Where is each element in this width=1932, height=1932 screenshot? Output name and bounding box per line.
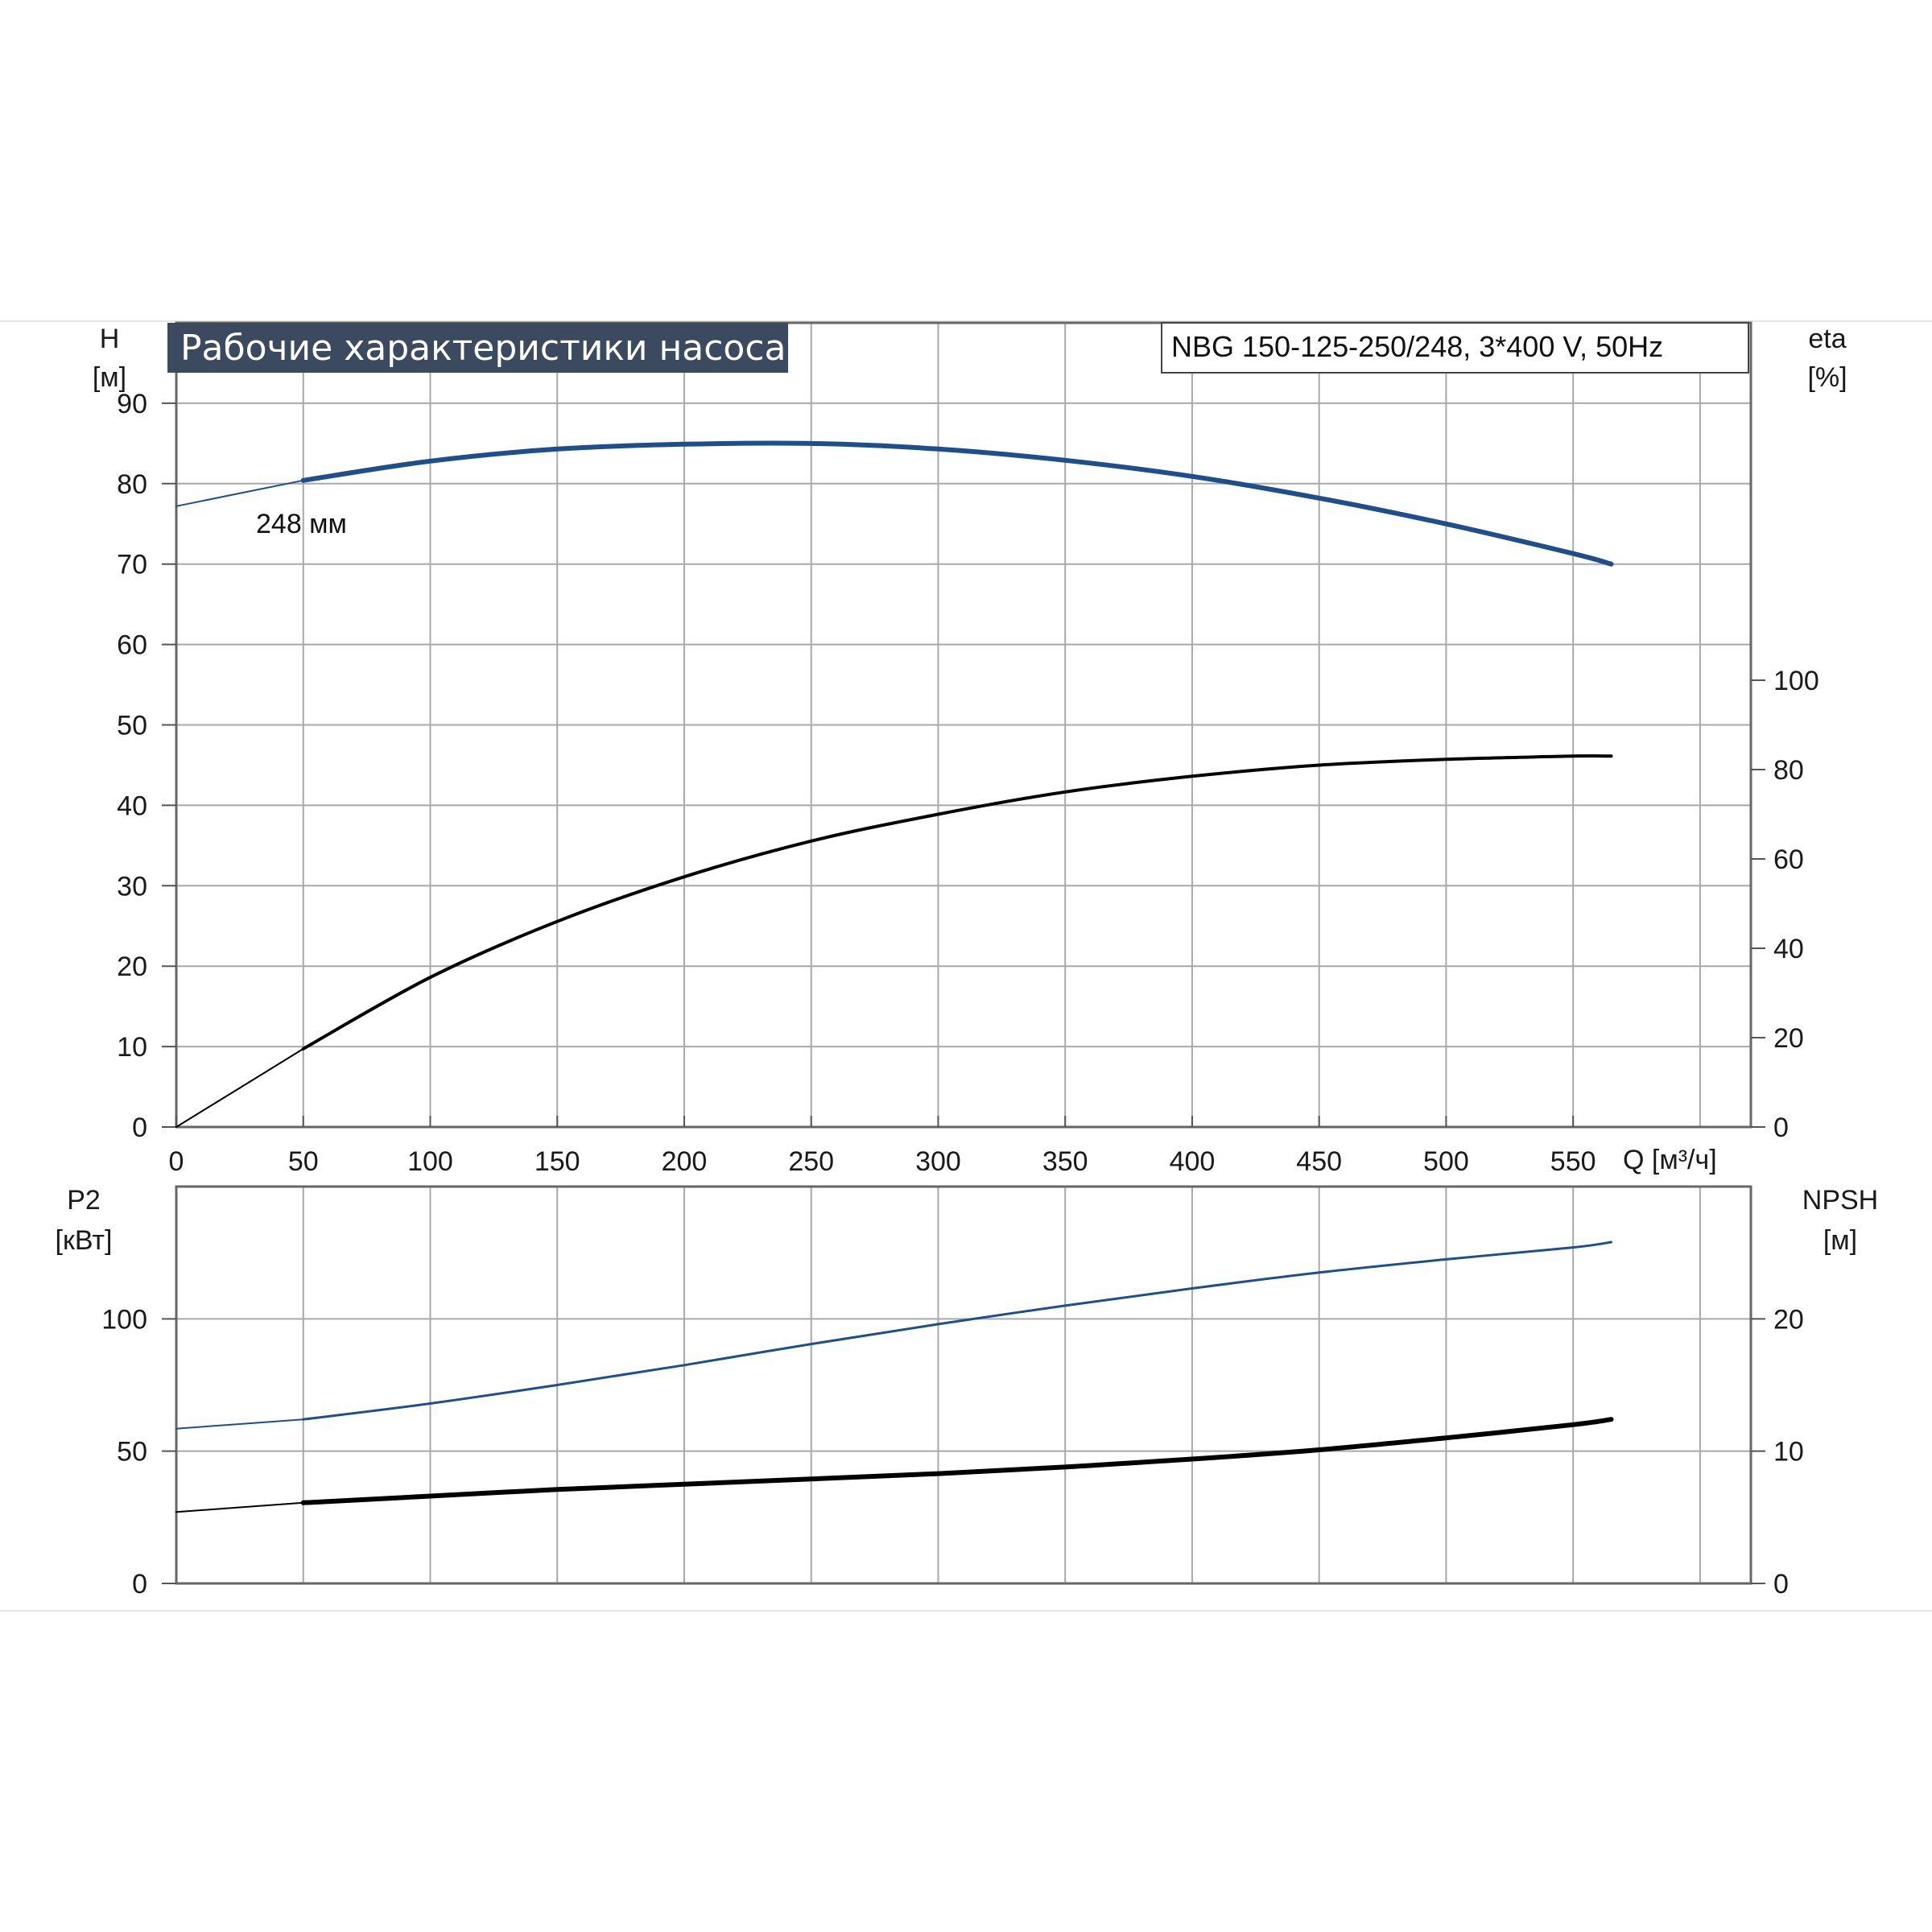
efficiency-curve-thin	[175, 1047, 304, 1128]
y2-tick-label: 60	[1773, 844, 1804, 875]
head-curve	[300, 440, 1614, 567]
y-tick-label: 50	[117, 711, 147, 741]
y-tick-label: 60	[117, 630, 147, 661]
p2-tick-label: 0	[132, 1569, 147, 1600]
npsh-tick-label: 20	[1773, 1304, 1804, 1335]
npsh-curve-thin	[175, 1501, 304, 1513]
y-tick-label: 30	[117, 871, 147, 902]
npsh-axis-unit: [м]	[1823, 1225, 1857, 1256]
p2-axis-label: P2	[67, 1185, 101, 1216]
y-tick-label: 10	[117, 1032, 147, 1063]
x-tick-label: 100	[407, 1146, 453, 1177]
title-box	[167, 323, 788, 373]
x-tick-label: 300	[915, 1146, 961, 1177]
curve-annotation-248mm: 248 мм	[256, 509, 347, 539]
x-tick-label: 0	[169, 1146, 184, 1177]
model-box	[1161, 322, 1749, 374]
x-axis-label: Q [м³/ч]	[1623, 1145, 1717, 1175]
p2-axis-unit: [кВт]	[56, 1225, 113, 1256]
y2-tick-label: 40	[1773, 934, 1804, 964]
y-tick-label: 0	[132, 1113, 147, 1143]
p2-tick-label: 100	[101, 1304, 147, 1335]
x-tick-label: 550	[1550, 1146, 1596, 1177]
x-tick-label: 150	[535, 1146, 580, 1177]
head-curve-thin	[175, 479, 304, 507]
curves	[175, 440, 1614, 1513]
npsh-tick-label: 0	[1773, 1569, 1789, 1600]
y-tick-label: 20	[117, 952, 147, 982]
y-axis-unit: [м]	[93, 362, 126, 393]
bottom-panel-grid	[176, 1187, 1751, 1583]
y-tick-label: 90	[117, 389, 147, 419]
x-tick-label: 200	[662, 1146, 708, 1177]
chart-subtitle: NBG 150-125-250/248, 3*400 V, 50Hz	[1171, 330, 1663, 363]
y-tick-label: 70	[117, 550, 147, 580]
y2-tick-label: 0	[1773, 1113, 1789, 1143]
x-tick-label: 350	[1042, 1146, 1088, 1177]
top-panel-grid	[176, 322, 1751, 1127]
p2-tick-label: 50	[117, 1437, 147, 1468]
y2-tick-label: 20	[1773, 1023, 1804, 1054]
power-p2-curve	[302, 1241, 1612, 1421]
y-axis-label: H	[100, 324, 120, 354]
y-tick-label: 40	[117, 791, 147, 821]
x-tick-label: 50	[288, 1146, 319, 1177]
efficiency-curve	[301, 754, 1613, 1051]
y-tick-label: 80	[117, 469, 147, 500]
npsh-tick-label: 10	[1773, 1437, 1804, 1468]
x-tick-label: 250	[788, 1146, 834, 1177]
npsh-axis-label: NPSH	[1802, 1185, 1878, 1216]
y2-tick-label: 100	[1773, 666, 1819, 696]
y2-tick-label: 80	[1773, 755, 1804, 786]
x-tick-label: 400	[1170, 1146, 1216, 1177]
y2-axis-label: eta	[1808, 324, 1846, 354]
bottom-panel-frame	[175, 1185, 1752, 1585]
y2-axis-unit: [%]	[1807, 362, 1847, 393]
chart-title: Рабочие характеристики насоса	[180, 328, 786, 369]
x-tick-label: 450	[1296, 1146, 1342, 1177]
power-p2-curve-thin	[175, 1418, 304, 1430]
npsh-curve	[300, 1417, 1614, 1505]
x-tick-label: 500	[1423, 1146, 1469, 1177]
